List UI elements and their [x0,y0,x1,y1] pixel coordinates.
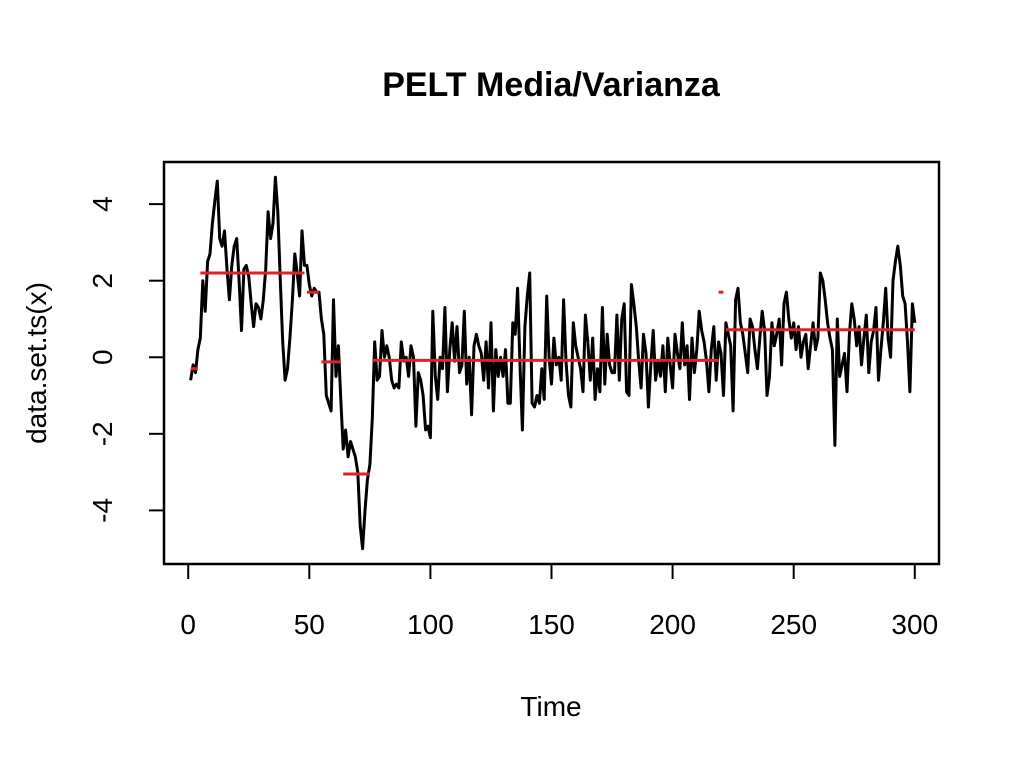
x-tick-label: 300 [891,609,938,640]
x-tick-label: 250 [770,609,817,640]
y-tick-label: 0 [87,349,118,365]
y-tick-label: -4 [87,498,118,523]
y-axis: -4 -2 0 2 4 [87,196,165,523]
x-axis: 0 50 100 150 200 250 300 [180,563,938,640]
x-tick-label: 200 [649,609,696,640]
series-layer [189,175,917,551]
x-tick-label: 0 [180,609,196,640]
y-axis-label: data.set.ts(x) [21,282,52,444]
y-tick-label: -2 [87,421,118,446]
x-tick-label: 150 [528,609,575,640]
y-tick-label: 4 [87,196,118,212]
y-tick-label: 2 [87,273,118,289]
x-tick-label: 100 [407,609,454,640]
x-axis-label: Time [520,691,581,722]
x-tick-label: 50 [294,609,325,640]
series-line [189,175,917,551]
segments-layer [190,271,915,476]
chart-title: PELT Media/Varianza [382,66,721,104]
